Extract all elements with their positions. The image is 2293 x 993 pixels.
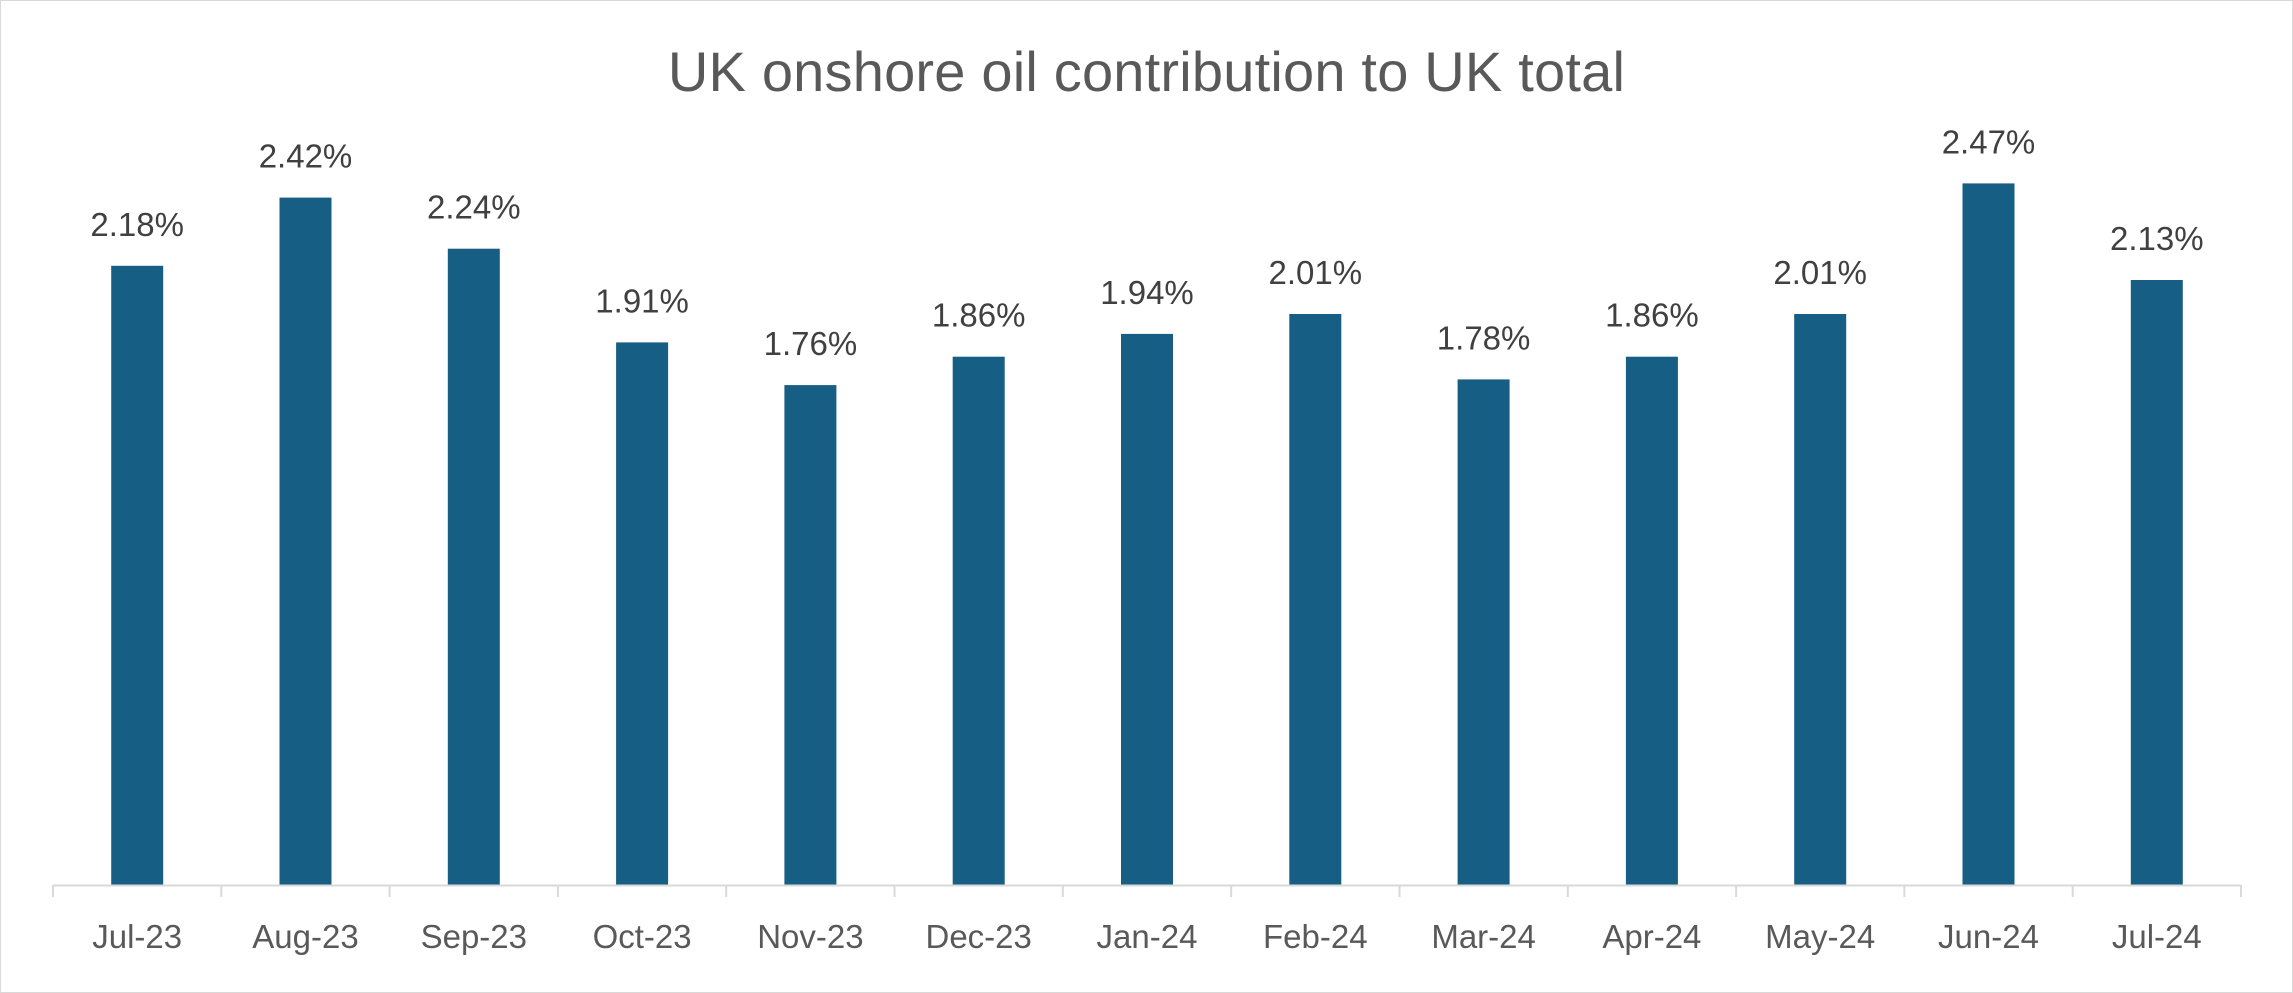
x-tick-label-jul-24: Jul-24 bbox=[2112, 918, 2202, 955]
x-tick-label-nov-23: Nov-23 bbox=[757, 918, 863, 955]
data-label-feb-24: 2.01% bbox=[1269, 254, 1363, 291]
bar-feb-24 bbox=[1289, 314, 1342, 885]
bar-jul-24 bbox=[2130, 280, 2183, 885]
x-tick-label-mar-24: Mar-24 bbox=[1431, 918, 1536, 955]
x-tick-label-may-24: May-24 bbox=[1765, 918, 1875, 955]
bar-dec-23 bbox=[952, 356, 1005, 885]
bar-sep-23 bbox=[447, 248, 500, 885]
bar-aug-23 bbox=[279, 197, 332, 886]
bar-mar-24 bbox=[1457, 379, 1510, 885]
data-label-oct-23: 1.91% bbox=[595, 282, 689, 319]
data-label-jun-24: 2.47% bbox=[1942, 123, 2036, 160]
x-tick-label-sep-23: Sep-23 bbox=[421, 918, 527, 955]
x-tick-label-apr-24: Apr-24 bbox=[1602, 918, 1701, 955]
bar-oct-23 bbox=[616, 342, 669, 885]
data-label-jul-23: 2.18% bbox=[90, 206, 184, 243]
x-tick-label-feb-24: Feb-24 bbox=[1263, 918, 1368, 955]
x-tick-label-jul-23: Jul-23 bbox=[92, 918, 182, 955]
x-tick-label-dec-23: Dec-23 bbox=[926, 918, 1032, 955]
chart-title: UK onshore oil contribution to UK total bbox=[667, 40, 1626, 103]
data-label-mar-24: 1.78% bbox=[1437, 319, 1531, 356]
bar-jul-23 bbox=[111, 265, 164, 885]
data-label-dec-23: 1.86% bbox=[932, 297, 1026, 334]
x-tick-label-jan-24: Jan-24 bbox=[1097, 918, 1198, 955]
data-label-aug-23: 2.42% bbox=[259, 138, 353, 175]
bar-jun-24 bbox=[1962, 183, 2015, 885]
data-label-nov-23: 1.76% bbox=[764, 325, 858, 362]
data-label-jul-24: 2.13% bbox=[2110, 220, 2204, 257]
data-label-jan-24: 1.94% bbox=[1100, 274, 1194, 311]
bar-nov-23 bbox=[784, 385, 837, 885]
bar-may-24 bbox=[1794, 314, 1847, 885]
x-tick-label-oct-23: Oct-23 bbox=[593, 918, 692, 955]
data-label-apr-24: 1.86% bbox=[1605, 297, 1699, 334]
bar-apr-24 bbox=[1625, 356, 1678, 885]
x-tick-label-jun-24: Jun-24 bbox=[1938, 918, 2039, 955]
data-label-sep-23: 2.24% bbox=[427, 189, 521, 226]
x-tick-label-aug-23: Aug-23 bbox=[252, 918, 358, 955]
bar-jan-24 bbox=[1121, 333, 1173, 885]
data-label-may-24: 2.01% bbox=[1773, 254, 1867, 291]
